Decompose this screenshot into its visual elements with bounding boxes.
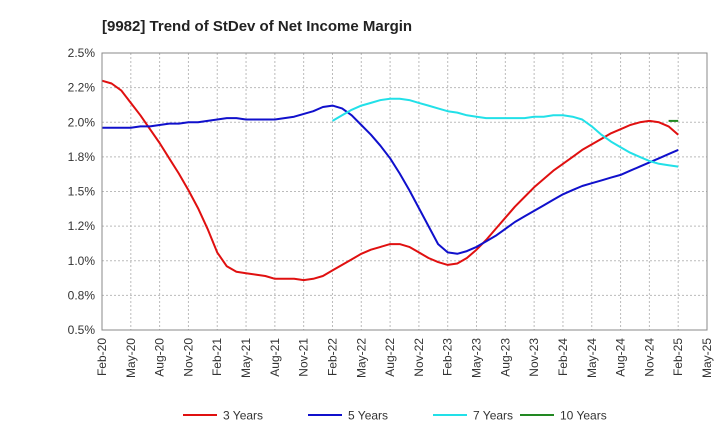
series-line-5-years	[102, 104, 679, 255]
x-tick-label: Nov-22	[412, 338, 426, 377]
x-tick-label: May-22	[354, 338, 368, 378]
x-tick-label: May-25	[700, 338, 714, 378]
x-tick-label: Nov-24	[642, 338, 656, 377]
x-tick-label: Aug-23	[498, 338, 512, 377]
y-tick-label: 2.5%	[68, 46, 96, 60]
x-tick-label: Nov-21	[297, 338, 311, 377]
x-tick-label: Feb-23	[441, 338, 455, 376]
x-tick-label: May-24	[585, 338, 599, 378]
y-tick-label: 0.5%	[68, 323, 96, 337]
x-tick-label: Aug-20	[153, 338, 167, 377]
x-axis: Feb-20 May-20 Aug-20 Nov-20 Feb-21 May-21 Aug-…	[95, 338, 714, 378]
series-layer	[101, 79, 679, 282]
grid-layer	[101, 52, 708, 331]
legend-label-7-years: 7 Years	[473, 409, 513, 423]
legend: 3 Years 5 Years 7 Years 10 Years	[183, 409, 607, 423]
y-axis: 0.5% 0.8% 1.0% 1.2% 1.5% 1.8% 2.0% 2.2% 2.5%	[68, 46, 96, 337]
x-tick-label: Aug-22	[383, 338, 397, 377]
x-tick-label: May-21	[239, 338, 253, 378]
y-tick-label: 1.2%	[68, 219, 96, 233]
series-line-3-years	[101, 79, 679, 282]
x-tick-label: Feb-25	[671, 338, 685, 376]
y-tick-label: 1.8%	[68, 150, 96, 164]
y-tick-label: 2.2%	[68, 81, 96, 95]
y-tick-label: 2.0%	[68, 115, 96, 129]
x-tick-label: Feb-22	[325, 338, 339, 376]
plot-area-border	[101, 52, 708, 331]
x-tick-label: Aug-24	[614, 338, 628, 377]
y-tick-label: 1.5%	[68, 185, 96, 199]
series-line-7-years	[331, 97, 679, 168]
x-tick-label: Feb-21	[210, 338, 224, 376]
chart-title: [9982] Trend of StDev of Net Income Marg…	[102, 18, 412, 35]
x-tick-label: May-23	[470, 338, 484, 378]
legend-label-10-years: 10 Years	[560, 409, 607, 423]
x-tick-label: May-20	[124, 338, 138, 378]
x-tick-label: Nov-20	[181, 338, 195, 377]
legend-label-3-years: 3 Years	[223, 409, 263, 423]
legend-label-5-years: 5 Years	[348, 409, 388, 423]
x-tick-label: Feb-20	[95, 338, 109, 376]
x-tick-label: Nov-23	[527, 338, 541, 377]
x-tick-label: Aug-21	[268, 338, 282, 377]
y-tick-label: 1.0%	[68, 254, 96, 268]
y-tick-label: 0.8%	[68, 288, 96, 302]
x-tick-label: Feb-24	[556, 338, 570, 376]
